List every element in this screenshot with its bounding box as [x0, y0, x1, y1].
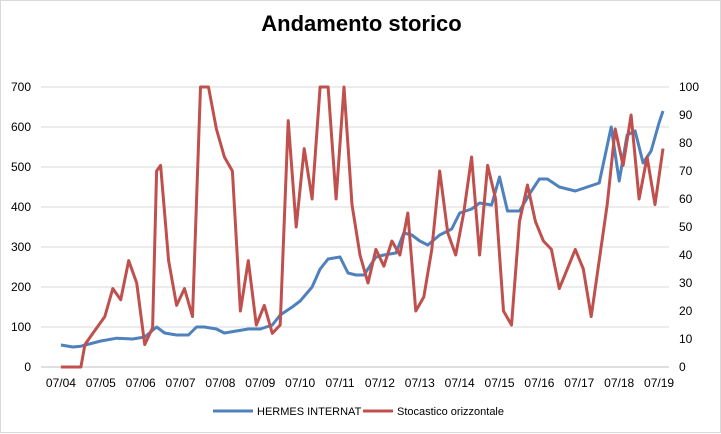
y-left-tick-label: 700 — [11, 80, 31, 94]
y-right-tick-label: 50 — [679, 220, 693, 234]
x-tick-label: 07/14 — [445, 376, 475, 390]
y-right-tick-label: 0 — [679, 360, 686, 374]
x-tick-label: 07/04 — [46, 376, 76, 390]
x-tick-label: 07/18 — [604, 376, 634, 390]
y-right-tick-label: 60 — [679, 192, 693, 206]
x-tick-label: 07/16 — [524, 376, 554, 390]
y-right-tick-label: 90 — [679, 108, 693, 122]
y-left-tick-label: 400 — [11, 200, 31, 214]
x-tick-label: 07/15 — [485, 376, 515, 390]
series-line-hermes — [60, 110, 665, 349]
y-left-tick-label: 600 — [11, 120, 31, 134]
legend-label: Stocastico orizzontale — [397, 406, 504, 418]
x-tick-label: 07/07 — [166, 376, 196, 390]
y-right-tick-label: 100 — [679, 80, 699, 94]
y-right-tick-label: 10 — [679, 332, 693, 346]
y-right-tick-label: 20 — [679, 304, 693, 318]
y-right-tick-label: 80 — [679, 136, 693, 150]
y-right-tick-label: 70 — [679, 164, 693, 178]
x-tick-label: 07/19 — [644, 376, 674, 390]
y-left-tick-label: 300 — [11, 240, 31, 254]
x-tick-label: 07/10 — [285, 376, 315, 390]
series-line-stocastico — [60, 85, 665, 369]
x-tick-label: 07/06 — [126, 376, 156, 390]
x-tick-label: 07/13 — [405, 376, 435, 390]
x-tick-label: 07/05 — [86, 376, 116, 390]
y-left-tick-label: 100 — [11, 320, 31, 334]
x-tick-label: 07/12 — [365, 376, 395, 390]
y-left-tick-label: 200 — [11, 280, 31, 294]
y-right-tick-label: 30 — [679, 276, 693, 290]
legend-label: HERMES INTERNAT — [257, 406, 362, 418]
x-tick-label: 07/17 — [564, 376, 594, 390]
chart-title: Andamento storico — [261, 11, 462, 36]
y-left-tick-label: 500 — [11, 160, 31, 174]
y-left-tick-label: 0 — [24, 360, 31, 374]
x-tick-label: 07/09 — [245, 376, 275, 390]
x-tick-label: 07/08 — [205, 376, 235, 390]
x-tick-label: 07/11 — [325, 376, 354, 390]
y-right-tick-label: 40 — [679, 248, 693, 262]
